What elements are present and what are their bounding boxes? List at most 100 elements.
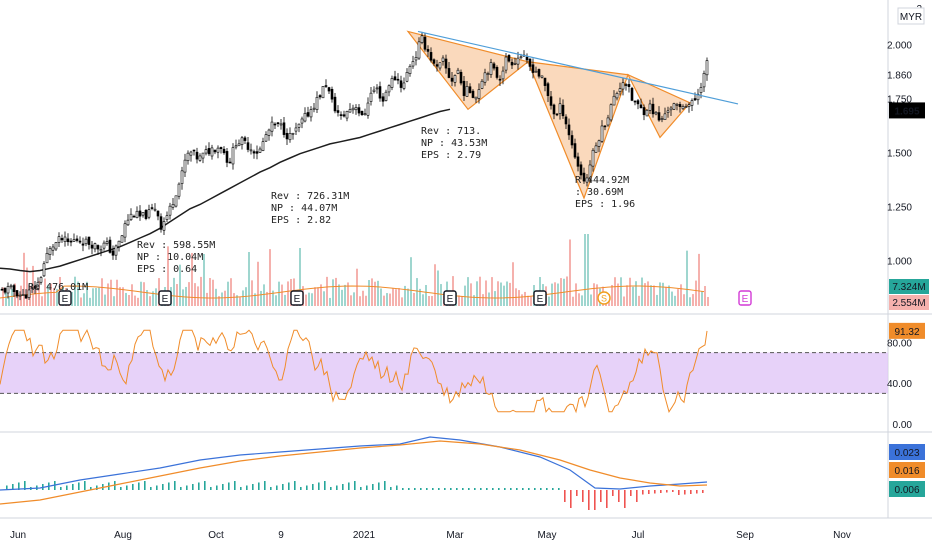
volume-bar — [512, 262, 514, 306]
volume-bar — [107, 283, 109, 306]
candle — [156, 210, 160, 217]
candle — [15, 290, 19, 297]
volume-bar — [587, 234, 589, 306]
volume-bar — [47, 284, 49, 306]
time-axis-label: Jun — [10, 530, 26, 541]
candle — [495, 66, 499, 78]
candle — [627, 84, 631, 87]
volume-bar — [491, 277, 493, 306]
volume-bar — [425, 285, 427, 306]
macd-histogram-bar — [6, 485, 8, 490]
earnings-annotation: EPS : 1.96 — [575, 199, 635, 210]
candle — [411, 61, 415, 67]
volume-bar — [437, 270, 439, 306]
volume-bar — [8, 296, 10, 306]
macd-histogram-bar — [510, 488, 512, 490]
volume-bar — [620, 277, 622, 306]
macd-histogram-bar — [216, 485, 218, 490]
volume-bar — [644, 283, 646, 306]
volume-bar — [665, 286, 667, 306]
earnings-marker[interactable] — [58, 290, 72, 306]
volume-bar — [389, 293, 391, 306]
candle — [321, 86, 325, 99]
candle — [93, 243, 97, 250]
volume-bar — [686, 250, 688, 306]
volume-bar — [461, 295, 463, 306]
candle — [450, 77, 454, 82]
currency-badge[interactable] — [897, 7, 925, 25]
candle — [345, 110, 349, 119]
candle — [351, 107, 355, 111]
macd-histogram-bar — [486, 488, 488, 490]
candle — [375, 87, 379, 90]
volume-bar — [137, 297, 139, 306]
candle — [435, 64, 439, 67]
earnings-marker[interactable] — [158, 290, 172, 306]
macd-histogram-bar — [588, 490, 590, 510]
candle — [96, 245, 100, 250]
volume-bar — [203, 254, 205, 306]
candle — [138, 210, 142, 217]
volume-bar — [53, 288, 55, 306]
volume-bar — [152, 291, 154, 306]
macd-histogram-bar — [126, 485, 128, 490]
volume-bar — [191, 252, 193, 306]
candle — [621, 82, 625, 90]
candle — [258, 148, 262, 153]
volume-label: 7.324M — [892, 282, 925, 293]
volume-bar — [431, 296, 433, 306]
candle — [519, 56, 523, 59]
volume-bar — [209, 278, 211, 306]
volume-bar — [659, 282, 661, 306]
candle — [150, 207, 154, 209]
earnings-marker[interactable] — [738, 290, 752, 306]
candle — [246, 142, 250, 150]
volume-bar — [341, 289, 343, 306]
candle — [18, 294, 22, 297]
volume-bar — [557, 283, 559, 306]
volume-bar — [413, 292, 415, 306]
macd-histogram-bar — [360, 487, 362, 490]
candle — [366, 102, 370, 116]
macd-histogram-bar — [654, 490, 656, 494]
candle — [462, 80, 466, 96]
volume-bar — [83, 293, 85, 306]
volume-bar — [392, 288, 394, 306]
earnings-annotation: Rev : 726.31M — [271, 191, 349, 202]
volume-bar — [263, 284, 265, 306]
volume-bar — [485, 280, 487, 306]
candle — [204, 149, 208, 154]
macd-histogram-bar — [276, 485, 278, 490]
candle — [60, 238, 64, 241]
volume-bar — [194, 283, 196, 306]
candle — [672, 103, 676, 110]
macd-histogram-bar — [162, 484, 164, 490]
volume-bar — [683, 294, 685, 306]
earnings-annotation: EPS : 2.82 — [271, 215, 331, 226]
macd-histogram-bar — [582, 490, 584, 502]
macd-histogram-bar — [354, 481, 356, 490]
candle — [504, 56, 508, 71]
candle — [705, 60, 709, 76]
candle — [702, 73, 706, 88]
candle — [66, 238, 70, 243]
macd-histogram-bar — [438, 488, 440, 490]
macd-histogram-bar — [636, 490, 638, 502]
earnings-marker[interactable] — [443, 290, 457, 306]
candle — [675, 103, 679, 106]
volume-bar — [251, 280, 253, 306]
volume-bar — [41, 296, 43, 306]
volume-bar — [386, 293, 388, 306]
macd-histogram-bar — [564, 490, 566, 502]
earnings-marker[interactable] — [290, 290, 304, 306]
earnings-marker[interactable] — [533, 290, 547, 306]
dividend-marker[interactable] — [597, 291, 611, 305]
volume-bar — [17, 292, 19, 306]
candle — [696, 93, 700, 101]
candle — [570, 135, 574, 146]
candle — [558, 103, 562, 114]
macd-histogram-bar — [444, 488, 446, 490]
candle — [126, 219, 130, 226]
macd-histogram-bar — [504, 488, 506, 490]
